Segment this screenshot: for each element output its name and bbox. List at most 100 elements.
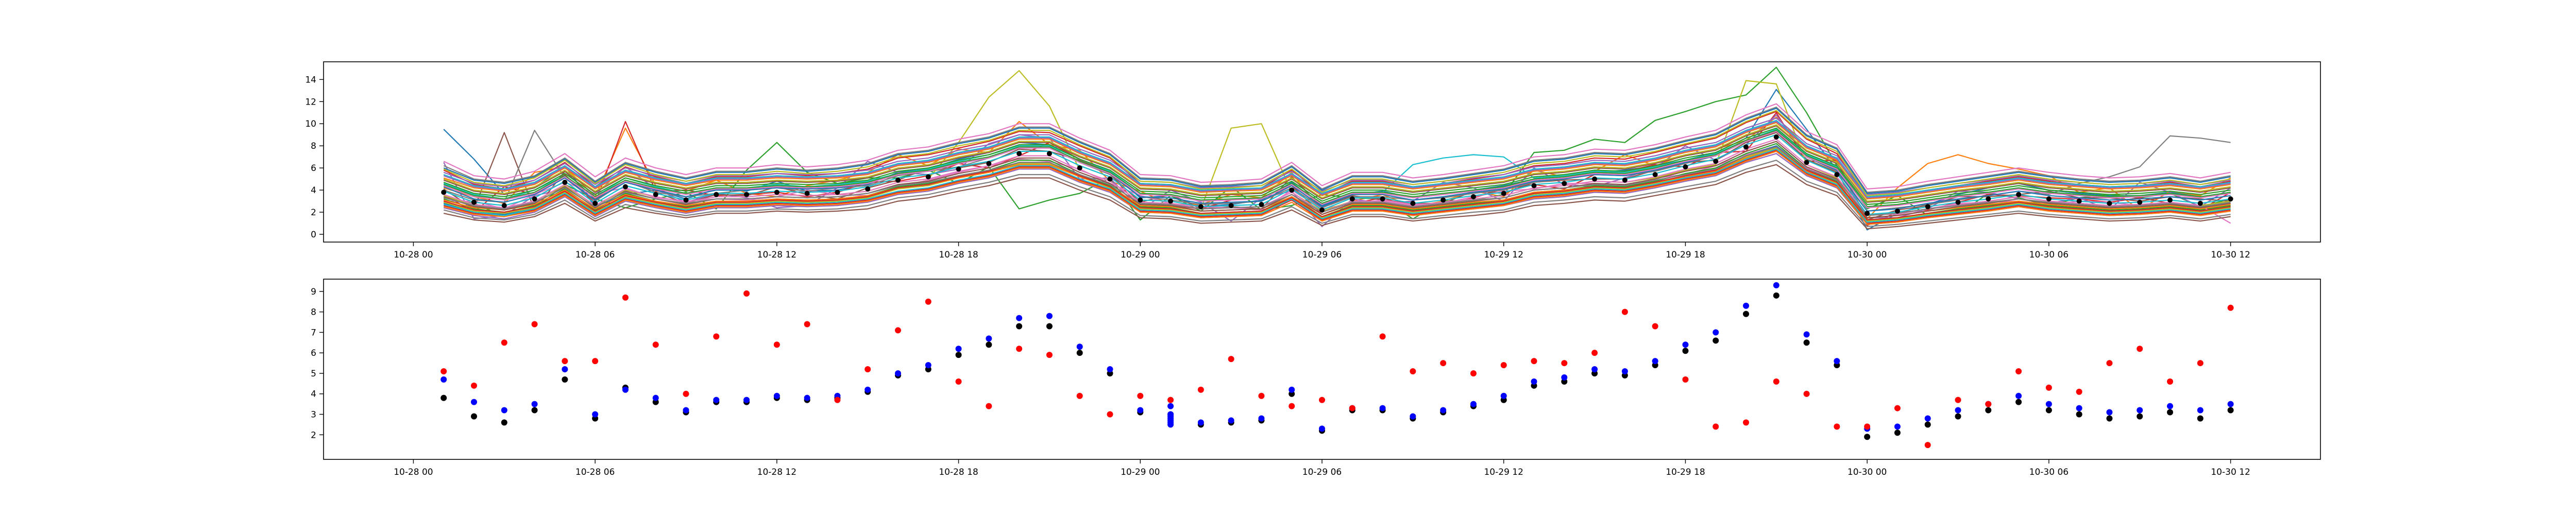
scatter-point bbox=[2106, 415, 2113, 422]
x-tick-label: 10-29 12 bbox=[1484, 467, 1523, 477]
scatter-point bbox=[1046, 352, 1053, 358]
scatter-point bbox=[2045, 401, 2052, 407]
scatter-point bbox=[1076, 350, 1083, 356]
series-line bbox=[443, 119, 2231, 198]
scatter-point bbox=[1167, 397, 1174, 403]
scatter-point bbox=[2137, 346, 2143, 352]
scatter-point bbox=[1803, 331, 1810, 338]
mean-point bbox=[1168, 198, 1174, 204]
scatter-point bbox=[440, 368, 447, 374]
mean-point bbox=[1865, 211, 1870, 216]
scatter-point bbox=[1894, 423, 1901, 430]
series-line bbox=[443, 134, 2231, 215]
x-tick-label: 10-30 12 bbox=[2211, 250, 2250, 260]
scatter-point bbox=[1500, 392, 1507, 399]
mean-point bbox=[1440, 197, 1446, 203]
x-tick-label: 10-30 06 bbox=[2029, 250, 2069, 260]
scatter-point bbox=[683, 390, 689, 397]
scatter-point bbox=[531, 401, 538, 407]
x-tick-label: 10-29 06 bbox=[1302, 467, 1342, 477]
mean-point bbox=[774, 190, 779, 195]
scatter-point bbox=[1743, 311, 1750, 317]
mean-point bbox=[1289, 187, 1295, 193]
scatter-point bbox=[2015, 368, 2022, 374]
scatter-point bbox=[2045, 407, 2052, 414]
series-line bbox=[443, 164, 2231, 230]
x-tick-label: 10-30 00 bbox=[1848, 250, 1887, 260]
plot-area bbox=[441, 66, 2233, 231]
scatter-point bbox=[1289, 403, 1295, 409]
series-line bbox=[443, 131, 2231, 209]
scatter-point bbox=[683, 407, 689, 414]
x-tick-label: 10-28 00 bbox=[394, 467, 433, 477]
x-tick-label: 10-30 00 bbox=[1848, 467, 1887, 477]
mean-point bbox=[2107, 200, 2112, 206]
x-tick-label: 10-28 12 bbox=[757, 250, 796, 260]
mean-point bbox=[1531, 183, 1537, 188]
scatter-point bbox=[1864, 434, 1871, 440]
scatter-point bbox=[1834, 423, 1840, 430]
mean-point bbox=[1349, 196, 1355, 202]
mean-point bbox=[925, 174, 931, 180]
scatter-point bbox=[1289, 386, 1295, 393]
mean-point bbox=[2197, 200, 2203, 206]
scatter-point bbox=[1894, 430, 1901, 436]
scatter-point bbox=[1167, 403, 1174, 409]
x-tick-label: 10-29 18 bbox=[1666, 467, 1705, 477]
scatter-point bbox=[743, 397, 750, 403]
mean-point bbox=[1138, 197, 1143, 203]
scatter-point bbox=[1016, 323, 1023, 330]
mean-point bbox=[1925, 204, 1930, 210]
mean-point bbox=[835, 190, 840, 195]
scatter-point bbox=[894, 327, 901, 334]
scatter-point bbox=[865, 366, 871, 372]
scatter-point bbox=[804, 321, 810, 328]
mean-point bbox=[1107, 176, 1113, 182]
plot-area bbox=[440, 282, 2234, 449]
scatter-point bbox=[1500, 362, 1507, 369]
scatter-point bbox=[501, 339, 507, 346]
scatter-point bbox=[1197, 386, 1204, 393]
mean-point bbox=[683, 197, 689, 203]
scatter-point bbox=[1924, 442, 1931, 449]
scatter-point bbox=[1621, 368, 1628, 374]
x-tick-label: 10-30 12 bbox=[2211, 467, 2250, 477]
scatter-point bbox=[1531, 358, 1537, 365]
scatter-point bbox=[1046, 323, 1053, 330]
scatter-point bbox=[1470, 401, 1477, 407]
mean-point bbox=[1955, 199, 1961, 205]
scatter-point bbox=[1561, 374, 1568, 381]
scatter-point bbox=[2015, 392, 2022, 399]
mean-point bbox=[986, 161, 992, 166]
scatter-point bbox=[1713, 329, 1719, 336]
scatter-point bbox=[1621, 308, 1628, 315]
scatter-point bbox=[1228, 356, 1234, 363]
scatter-point bbox=[501, 407, 507, 414]
scatter-point bbox=[743, 290, 750, 297]
series-line bbox=[443, 103, 2231, 190]
mean-point bbox=[532, 196, 537, 202]
scatter-point bbox=[1955, 407, 1961, 414]
scatter-point bbox=[2227, 401, 2234, 407]
scatter-point bbox=[1258, 392, 1265, 399]
y-tick-label: 12 bbox=[305, 97, 316, 107]
mean-point bbox=[744, 192, 750, 197]
scatter-point bbox=[2106, 409, 2113, 416]
mean-point bbox=[1198, 204, 1204, 210]
scatter-point bbox=[2076, 411, 2082, 418]
scatter-point bbox=[1319, 425, 1325, 432]
scatter-point bbox=[2137, 413, 2143, 420]
scatter-point bbox=[1379, 333, 1386, 340]
scatter-point bbox=[562, 376, 568, 383]
mean-point bbox=[2016, 192, 2022, 197]
scatter-point bbox=[2197, 415, 2204, 422]
mean-point bbox=[1319, 207, 1325, 213]
series-line bbox=[443, 110, 2231, 196]
scatter-point bbox=[2227, 407, 2234, 414]
scatter-point bbox=[652, 341, 659, 348]
series-line bbox=[443, 148, 2231, 223]
mean-point bbox=[2228, 196, 2233, 202]
scatter-point bbox=[562, 366, 568, 372]
scatter-point bbox=[1258, 415, 1265, 422]
scatter-point bbox=[1107, 411, 1113, 418]
